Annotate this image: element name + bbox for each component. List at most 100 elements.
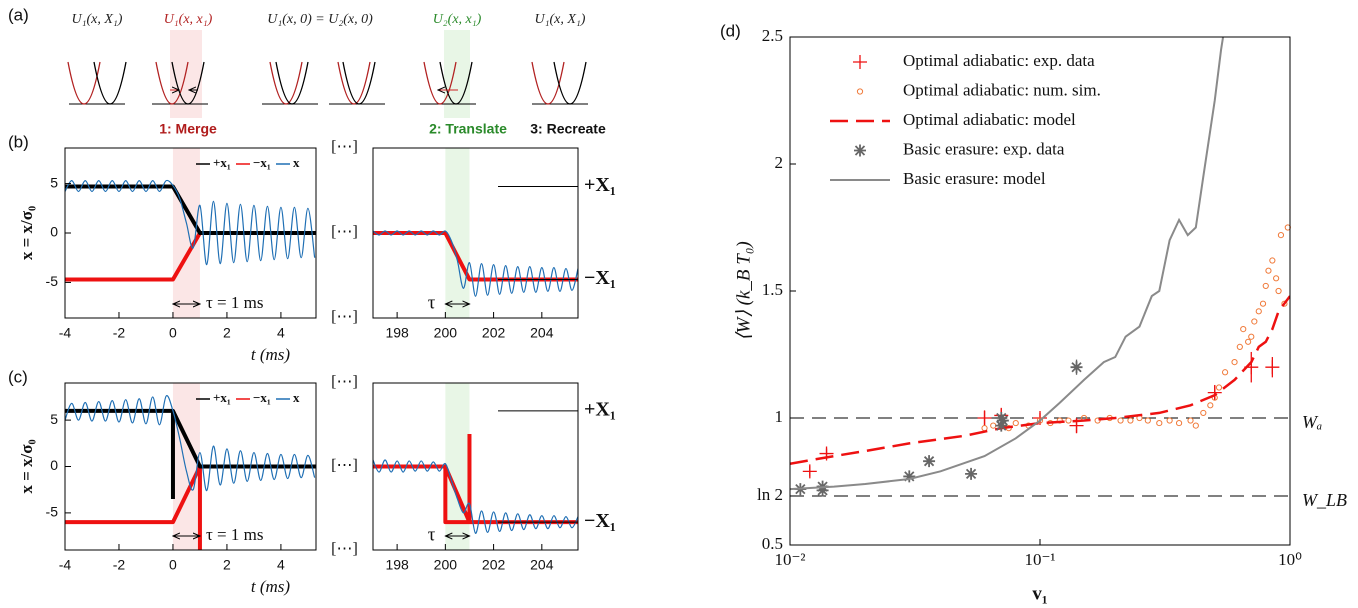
potential-curve — [337, 61, 371, 105]
potential-label: U₂(x, x₁) — [433, 12, 482, 27]
stage-label: 1: Merge — [159, 121, 217, 137]
marker-asterisk — [965, 467, 978, 480]
stage-label: 2: Translate — [429, 121, 507, 137]
trajectory — [65, 179, 316, 266]
marker-asterisk — [923, 455, 936, 468]
plot-frame — [372, 147, 579, 319]
plot-frame — [789, 36, 1291, 546]
marker-circle — [1245, 338, 1252, 345]
legend-label: Basic erasure: model — [903, 169, 1046, 188]
y-tick-label: 5 — [50, 174, 58, 190]
x-tick-label: -2 — [113, 325, 126, 341]
trajectory — [65, 408, 316, 499]
x-tick-label: 0 — [169, 557, 177, 573]
marker-circle — [981, 425, 988, 432]
x-tick-label: -2 — [113, 557, 126, 573]
legend-label: Optimal adiabatic: exp. data — [903, 51, 1095, 70]
y-tick-label: -5 — [46, 273, 59, 289]
x-tick-label: 200 — [434, 557, 458, 573]
marker-circle — [1215, 384, 1223, 391]
marker-circle — [1275, 287, 1282, 295]
legend-label: Optimal adiabatic: num. sim. — [903, 80, 1101, 99]
time-window — [445, 383, 470, 550]
plot-frame — [64, 382, 317, 551]
legend-swatch — [854, 144, 866, 157]
x-tick-label: 2 — [223, 557, 231, 573]
ellipsis-bracket: [⋯] — [331, 457, 358, 474]
marker-circle — [1221, 369, 1229, 376]
y-axis-label: x = x/σ₀ — [17, 206, 36, 260]
panel-label: (c) — [8, 367, 28, 386]
reference-label: Wₐ — [1302, 412, 1322, 432]
legend-label: +x₁ — [213, 155, 231, 170]
reference-label: W_LB — [1302, 490, 1347, 510]
trajectory — [373, 230, 578, 297]
marker-circle — [1248, 333, 1255, 340]
potential-curve — [67, 61, 101, 105]
marker-circle — [990, 422, 997, 429]
marker-circle — [1240, 326, 1247, 333]
marker-circle — [1265, 267, 1272, 274]
potential-curve — [275, 61, 309, 105]
marker-circle — [1065, 417, 1072, 424]
potential-label: U₁(x, x₁) — [164, 12, 213, 27]
potential-label: U₁(x, X₁) — [535, 12, 586, 27]
x-tick-label: 4 — [277, 557, 285, 573]
reference-label: +X₁ — [584, 174, 616, 196]
marker-circle — [1187, 417, 1194, 424]
x-tick-label: 4 — [277, 325, 285, 341]
trajectory — [373, 459, 578, 534]
y-axis-label: x = x/σ₀ — [17, 439, 36, 493]
trajectory — [373, 434, 578, 525]
legend-swatch — [856, 88, 864, 95]
reference-label: +X₁ — [584, 398, 616, 420]
legend-swatch — [853, 55, 867, 69]
potential-curve — [155, 61, 189, 105]
x-tick-label: 202 — [482, 557, 506, 573]
trajectory — [65, 395, 316, 492]
model-curve — [790, 37, 1225, 491]
x-tick-label: -4 — [59, 557, 72, 573]
marker-asterisk — [996, 414, 1009, 427]
x-tick-label: -4 — [59, 325, 72, 341]
x-axis-label: v₁ — [1032, 583, 1047, 604]
marker-circle — [1262, 282, 1269, 290]
marker-circle — [1236, 343, 1243, 350]
marker-asterisk — [903, 470, 916, 483]
marker-circle — [1231, 359, 1238, 366]
potential-curve — [423, 61, 457, 105]
legend-label: Basic erasure: exp. data — [903, 139, 1065, 158]
marker-plus — [1207, 385, 1222, 400]
x-axis-label: t (ms) — [251, 577, 291, 596]
y-tick-label: 2.5 — [762, 26, 783, 45]
y-tick-label: 1.5 — [762, 280, 783, 299]
potential-curve — [171, 61, 205, 105]
marker-circle — [1175, 419, 1183, 427]
x-tick-label: 200 — [434, 325, 458, 341]
legend-label: Optimal adiabatic: model — [903, 110, 1076, 129]
marker-circle — [1012, 419, 1019, 427]
legend-label: −x₁ — [253, 390, 271, 405]
marker-circle — [1117, 417, 1124, 424]
marker-circle — [1251, 318, 1258, 325]
marker-circle — [1200, 409, 1207, 417]
panel-label: (b) — [8, 132, 29, 151]
potential-curve — [342, 61, 376, 105]
ellipsis-bracket: [⋯] — [331, 374, 358, 391]
x-axis-label: t (ms) — [251, 345, 291, 364]
potential-curve — [439, 61, 473, 105]
y-tick-label: 0 — [50, 224, 58, 240]
trajectory — [373, 231, 578, 282]
legend-label: −x₁ — [253, 155, 271, 170]
tau-label: τ — [428, 524, 436, 545]
potential-label: U₁(x, X₁) — [72, 12, 123, 27]
ellipsis-bracket: [⋯] — [331, 224, 358, 241]
x-tick-label: 0 — [169, 325, 177, 341]
marker-circle — [1255, 308, 1262, 315]
marker-circle — [1156, 419, 1163, 427]
y-tick-label: 5 — [50, 411, 58, 427]
reference-label: −X₁ — [584, 267, 616, 289]
potential-label: U₁(x, 0) = U₂(x, 0) — [267, 12, 373, 27]
potential-curve — [93, 61, 127, 105]
panel-label: (a) — [8, 5, 29, 24]
